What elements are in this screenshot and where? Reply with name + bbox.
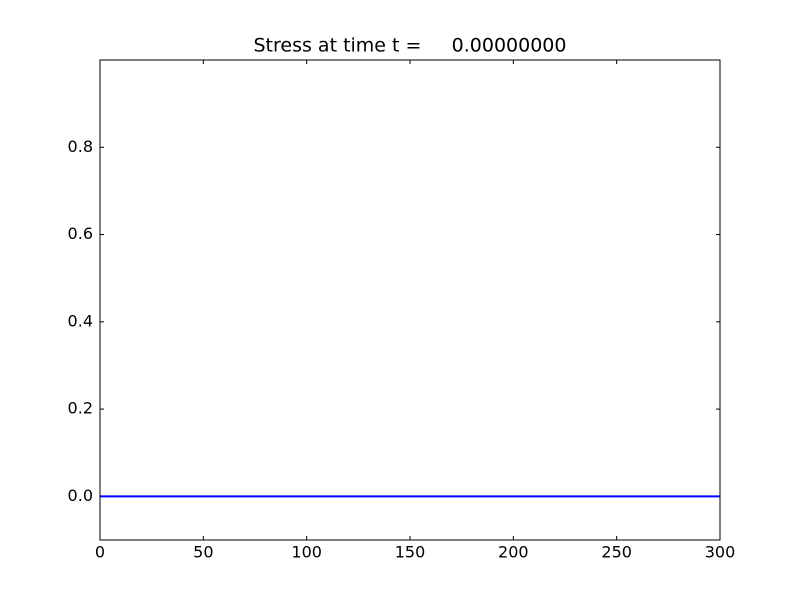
y-tick-label: 0.0 bbox=[68, 486, 93, 505]
x-tick-label: 50 bbox=[193, 543, 213, 562]
y-tick-label: 0.4 bbox=[68, 311, 93, 330]
x-tick-label: 150 bbox=[395, 543, 426, 562]
plot-frame bbox=[99, 59, 721, 541]
x-tick-label: 100 bbox=[291, 543, 322, 562]
y-tick-label: 0.2 bbox=[68, 399, 93, 418]
x-tick-label: 250 bbox=[601, 543, 632, 562]
x-tick-label: 200 bbox=[498, 543, 529, 562]
y-tick-label: 0.6 bbox=[68, 224, 93, 243]
y-tick-label: 0.8 bbox=[68, 137, 93, 156]
x-tick-label: 0 bbox=[95, 543, 105, 562]
x-tick-label: 300 bbox=[705, 543, 736, 562]
chart-title: Stress at time t = 0.00000000 bbox=[254, 35, 567, 57]
